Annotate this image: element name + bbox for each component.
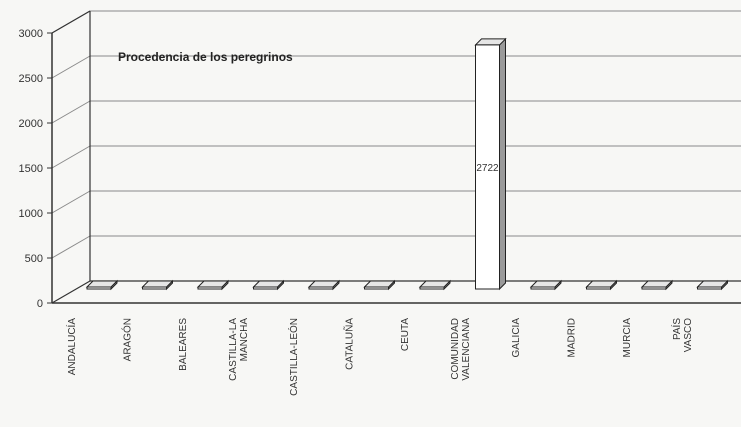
x-tick-label: BALEARES bbox=[178, 318, 189, 371]
x-tick-label: PAÍS bbox=[670, 318, 683, 340]
bars bbox=[85, 37, 729, 291]
bar-top bbox=[529, 280, 563, 288]
bar bbox=[586, 286, 611, 290]
x-tick-label: MURCIA bbox=[622, 318, 633, 358]
x-tick-label: ARAGÓN bbox=[121, 318, 134, 361]
bar-top bbox=[85, 280, 119, 288]
grid bbox=[51, 10, 741, 259]
gridline-side bbox=[51, 235, 91, 259]
y-tick-label: 0 bbox=[37, 298, 43, 310]
floor-edge bbox=[51, 280, 91, 304]
bar bbox=[530, 286, 556, 290]
bar bbox=[475, 44, 500, 290]
y-tick-label: 2500 bbox=[19, 73, 43, 85]
bar bbox=[253, 286, 278, 290]
bar bbox=[641, 286, 667, 290]
bar-top bbox=[252, 280, 285, 288]
x-tick-label: CATALUÑA bbox=[343, 318, 356, 370]
x-tick-label: ANDALUCÍA bbox=[65, 318, 78, 376]
gridline-side bbox=[51, 190, 91, 214]
gridline-side bbox=[51, 100, 91, 124]
x-tick-label: VASCO bbox=[683, 318, 694, 352]
bar-top bbox=[418, 280, 452, 288]
x-tick-label: CASTILLA-LA bbox=[228, 318, 239, 381]
x-tick-label: CASTILLA-LEÓN bbox=[287, 318, 300, 396]
x-tick-label: MADRID bbox=[567, 318, 578, 357]
bar bbox=[697, 286, 722, 290]
bar bbox=[197, 286, 223, 290]
bar bbox=[419, 286, 445, 290]
chart-title: Procedencia de los peregrinos bbox=[118, 50, 293, 64]
y-tick-label: 3000 bbox=[19, 28, 43, 40]
bar-top bbox=[196, 280, 230, 288]
y-tick-label: 1000 bbox=[19, 208, 43, 220]
data-label: 2722 bbox=[476, 163, 499, 174]
x-tick-label: VALENCIANA bbox=[461, 318, 472, 381]
x-tick-label: COMUNIDAD bbox=[450, 318, 461, 380]
bar-top bbox=[363, 280, 396, 288]
bar-side bbox=[499, 37, 506, 291]
bar bbox=[364, 286, 389, 290]
bar bbox=[308, 286, 334, 290]
bar-top bbox=[696, 280, 729, 288]
bar-top bbox=[585, 280, 618, 288]
bar-top bbox=[307, 280, 341, 288]
labels: 0 500 1000 1500 2000 2500 3000 2722 ANDALUCÍA ARA… bbox=[19, 28, 694, 396]
x-tick-label: GALICIA bbox=[511, 318, 522, 358]
bar-top bbox=[141, 280, 174, 288]
bar-top bbox=[474, 38, 507, 46]
x-tick-label: CEUTA bbox=[400, 318, 411, 351]
bar bbox=[142, 286, 167, 290]
bar bbox=[86, 286, 112, 290]
y-tick-label: 2000 bbox=[19, 118, 43, 130]
y-tick-label: 500 bbox=[25, 253, 43, 265]
bar-top bbox=[640, 280, 674, 288]
wall-top-edge bbox=[51, 10, 91, 34]
gridline-side bbox=[51, 145, 91, 169]
gridline-side bbox=[51, 55, 91, 79]
y-tick-label: 1500 bbox=[19, 163, 43, 175]
axes bbox=[47, 10, 741, 304]
x-tick-label: MANCHA bbox=[239, 318, 250, 362]
